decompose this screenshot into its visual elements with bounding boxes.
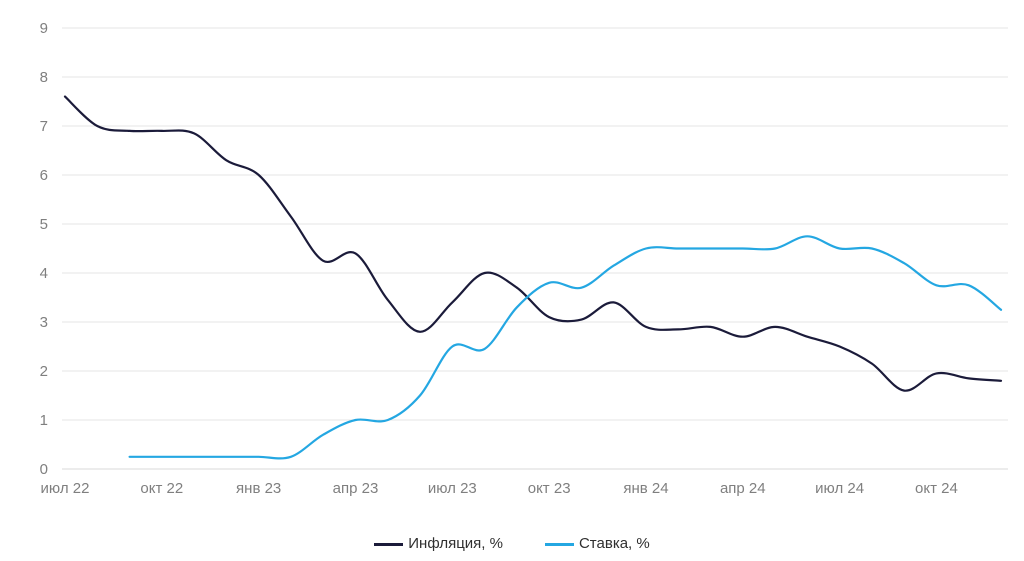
- x-axis-tick-label: окт 22: [140, 480, 183, 497]
- x-axis-tick-label: окт 23: [528, 480, 571, 497]
- y-axis-tick-label: 8: [40, 69, 48, 86]
- inflation-line-swatch: [374, 542, 404, 546]
- rate-line: [128, 235, 1003, 460]
- rate-line-swatch: [544, 542, 574, 546]
- x-axis-tick-label: окт 24: [915, 480, 958, 497]
- y-axis-tick-label: 7: [40, 118, 48, 135]
- legend-item-inflation[interactable]: Инфляция, %: [374, 535, 503, 553]
- x-axis-tick-label: янв 24: [623, 480, 668, 497]
- y-axis-tick-label: 3: [40, 314, 48, 331]
- y-axis-tick-label: 4: [40, 265, 48, 282]
- x-axis-tick-label: июл 22: [41, 480, 90, 497]
- chart-legend: Инфляция, % Ставка, %: [0, 533, 1024, 555]
- y-axis-tick-label: 2: [40, 363, 48, 380]
- legend-item-rate[interactable]: Ставка, %: [544, 535, 650, 553]
- y-axis-tick-label: 0: [40, 461, 48, 478]
- x-axis-tick-label: апр 24: [720, 480, 766, 497]
- x-axis-tick-label: апр 23: [333, 480, 379, 497]
- legend-label-rate: Ставка, %: [578, 535, 650, 552]
- x-axis-tick-label: июл 24: [815, 480, 864, 497]
- inflation-line: [63, 95, 1003, 392]
- y-axis-tick-label: 5: [40, 216, 48, 233]
- x-axis-tick-label: июл 23: [428, 480, 477, 497]
- x-axis-tick-label: янв 23: [236, 480, 281, 497]
- y-axis-tick-label: 6: [40, 167, 48, 184]
- legend-label-inflation: Инфляция, %: [408, 535, 503, 552]
- y-axis-tick-label: 9: [40, 20, 48, 37]
- y-axis-tick-label: 1: [40, 412, 48, 429]
